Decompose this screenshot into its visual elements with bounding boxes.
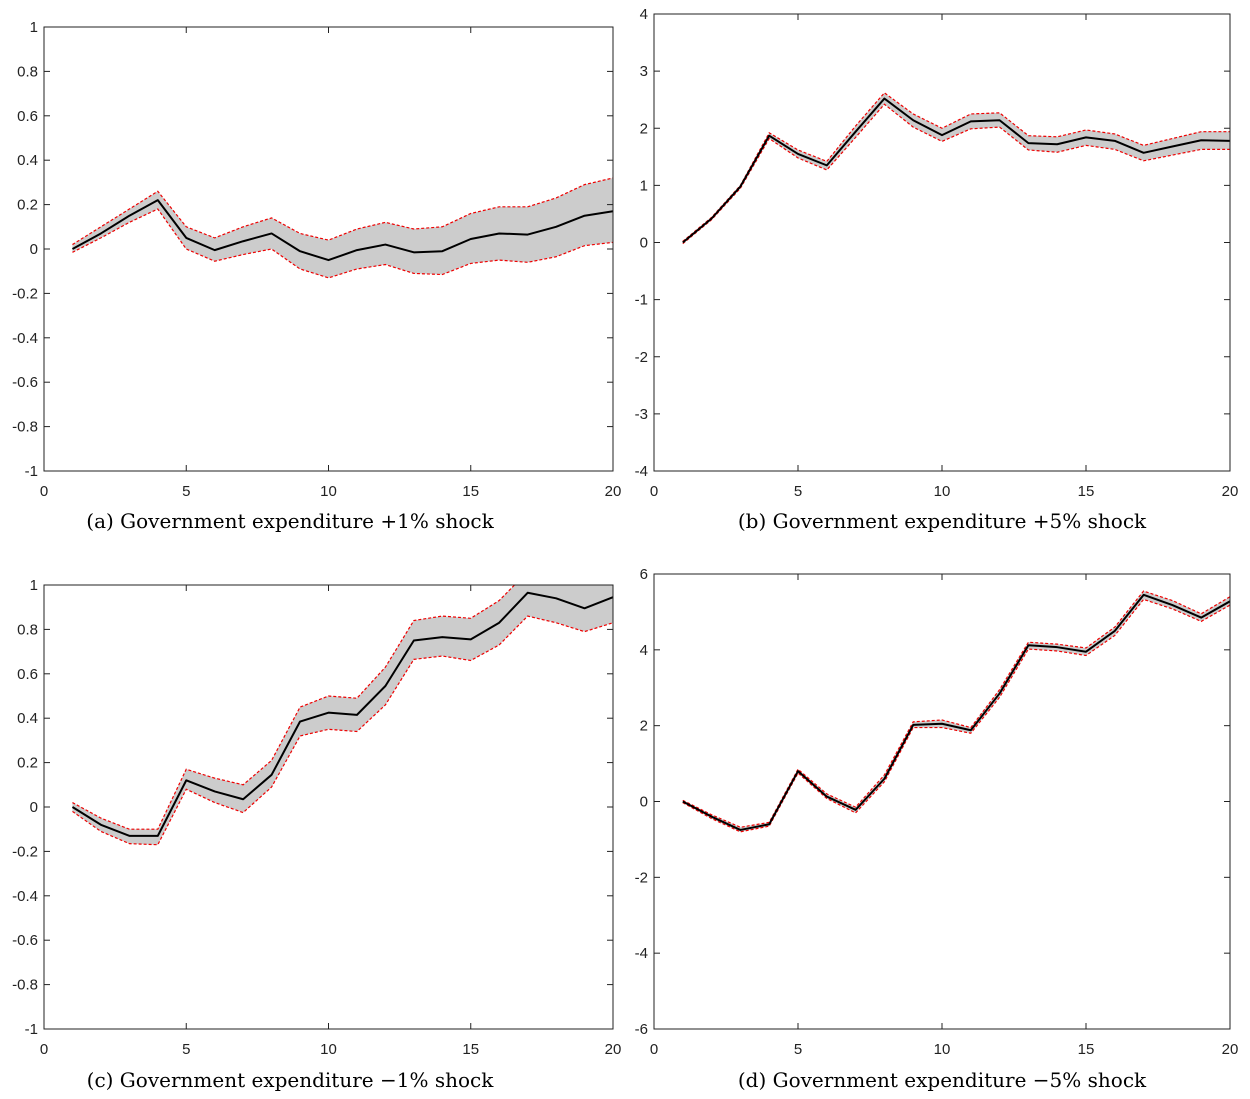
y-tick-label: -0.6 bbox=[12, 374, 38, 391]
mean-response-line bbox=[682, 97, 1230, 244]
y-tick-label: -0.6 bbox=[12, 932, 38, 949]
x-tick-label: 5 bbox=[182, 483, 190, 500]
y-tick-label: 1 bbox=[640, 177, 648, 194]
axes-box bbox=[653, 13, 1231, 472]
x-tick-label: 0 bbox=[40, 1041, 48, 1058]
y-tick-label: -0.2 bbox=[12, 843, 38, 860]
panel-b: 0 5 10 15 20 -4 -3 -2 -1 0 1 2 3 4 (b) Government expe… bbox=[635, 6, 1239, 533]
x-tick-label: 0 bbox=[650, 1041, 658, 1058]
upper-bound-line bbox=[72, 585, 516, 830]
mean-response-line bbox=[682, 593, 1230, 831]
panel-caption: (c) Government expenditure −1% shock bbox=[87, 1068, 495, 1092]
x-tick-label: 20 bbox=[1222, 1041, 1239, 1058]
y-tick-label: 6 bbox=[640, 566, 648, 583]
x-tick-label: 10 bbox=[934, 483, 951, 500]
y-tick-label: 0 bbox=[640, 794, 648, 811]
x-tick-label: 10 bbox=[320, 1041, 337, 1058]
upper-bound-line bbox=[682, 92, 1230, 242]
y-tick-label: 1 bbox=[30, 19, 38, 36]
x-tick-label: 0 bbox=[650, 483, 658, 500]
x-tick-label: 5 bbox=[794, 483, 802, 500]
axes-box bbox=[43, 584, 614, 1030]
y-tick-label: 0.2 bbox=[17, 755, 38, 772]
y-tick-label: 0.8 bbox=[17, 63, 38, 80]
y-tick-label: -3 bbox=[635, 406, 648, 423]
panel-d: 0 5 10 15 20 -6 -4 -2 0 2 4 6 (d) Government expendi… bbox=[635, 566, 1239, 1092]
y-tick-label: 0.6 bbox=[17, 666, 38, 683]
x-tick-label: 20 bbox=[1222, 483, 1239, 500]
y-tick-label: 1 bbox=[30, 577, 38, 594]
y-tick-label: -0.2 bbox=[12, 285, 38, 302]
x-tick-label: 15 bbox=[1078, 1041, 1095, 1058]
y-tick-label: -4 bbox=[635, 463, 648, 480]
confidence-band bbox=[72, 177, 613, 278]
y-tick-label: 2 bbox=[640, 120, 648, 137]
panel-caption: (b) Government expenditure +5% shock bbox=[738, 509, 1147, 533]
y-tick-label: 0.4 bbox=[17, 710, 38, 727]
x-tick-label: 15 bbox=[462, 1041, 479, 1058]
panel-caption: (d) Government expenditure −5% shock bbox=[738, 1068, 1147, 1092]
y-tick-label: 0.8 bbox=[17, 621, 38, 638]
plot-area bbox=[71, 177, 613, 279]
x-tick-label: 5 bbox=[182, 1041, 190, 1058]
y-tick-label: -4 bbox=[635, 945, 648, 962]
y-tick-label: 0.6 bbox=[17, 108, 38, 125]
x-tick-label: 0 bbox=[40, 483, 48, 500]
confidence-band bbox=[72, 585, 613, 845]
upper-bound-line bbox=[72, 177, 613, 246]
x-tick-label: 15 bbox=[462, 483, 479, 500]
confidence-band bbox=[682, 591, 1230, 832]
plot-area bbox=[682, 590, 1230, 833]
y-tick-label: 4 bbox=[640, 6, 648, 23]
lower-bound-line bbox=[682, 598, 1230, 833]
x-tick-label: 15 bbox=[1078, 483, 1095, 500]
panel-c: 0 5 10 15 20 -1 -0.8 -0.6 -0.4 -0.2 0 0.2 0.4 0.6 0.8 1… bbox=[12, 577, 622, 1092]
lower-bound-line bbox=[682, 103, 1230, 245]
y-tick-label: 0.2 bbox=[17, 197, 38, 214]
panel-caption: (a) Government expenditure +1% shock bbox=[86, 509, 494, 533]
x-tick-label: 10 bbox=[934, 1041, 951, 1058]
y-tick-label: -1 bbox=[25, 1021, 38, 1038]
y-tick-label: -2 bbox=[635, 869, 648, 886]
y-tick-label: -6 bbox=[635, 1021, 648, 1038]
y-tick-label: 0 bbox=[30, 799, 38, 816]
y-tick-label: 4 bbox=[640, 642, 648, 659]
y-tick-label: -1 bbox=[25, 463, 38, 480]
upper-bound-line bbox=[682, 590, 1230, 828]
x-tick-label: 10 bbox=[320, 483, 337, 500]
y-tick-label: -2 bbox=[635, 349, 648, 366]
x-tick-label: 20 bbox=[605, 483, 622, 500]
lower-bound-line bbox=[72, 615, 613, 846]
axes-box bbox=[653, 573, 1231, 1030]
plot-area bbox=[71, 585, 613, 846]
y-tick-label: -0.8 bbox=[12, 419, 38, 436]
x-tick-label: 5 bbox=[794, 1041, 802, 1058]
panel-a: 0 5 10 15 20 -1 -0.8 -0.6 -0.4 -0.2 0 0.2 0.4 0.6 0.8 1… bbox=[12, 19, 621, 533]
y-tick-label: -0.4 bbox=[12, 888, 38, 905]
y-tick-label: 2 bbox=[640, 718, 648, 735]
y-tick-label: -0.8 bbox=[12, 977, 38, 994]
plot-area bbox=[682, 92, 1230, 245]
y-tick-label: 0 bbox=[30, 241, 38, 258]
mean-response-line bbox=[71, 591, 613, 837]
mean-response-line bbox=[71, 199, 613, 262]
confidence-band bbox=[682, 92, 1230, 244]
y-tick-label: 0 bbox=[640, 235, 648, 252]
y-tick-label: 3 bbox=[640, 63, 648, 80]
x-tick-label: 20 bbox=[605, 1041, 622, 1058]
y-tick-label: -0.4 bbox=[12, 330, 38, 347]
y-tick-label: -1 bbox=[635, 292, 648, 309]
y-tick-label: 0.4 bbox=[17, 152, 38, 169]
